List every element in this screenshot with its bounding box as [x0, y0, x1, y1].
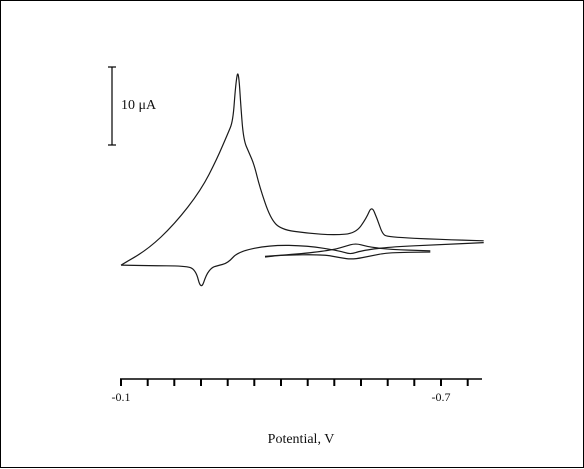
- x-axis-ticks: [120, 379, 469, 386]
- x-tick-label-1: -0.1: [112, 390, 131, 404]
- scale-bar: 10 μA: [108, 66, 157, 146]
- scale-bar-label: 10 μA: [121, 98, 157, 113]
- cv-trace-2: [120, 242, 484, 287]
- x-axis-label: Potential, V: [268, 432, 335, 447]
- x-axis: -0.1 -0.7 Potential, V: [112, 378, 482, 447]
- cv-trace-4: [264, 251, 431, 260]
- cv-trace-1: [120, 73, 484, 266]
- x-tick-label-2: -0.7: [432, 390, 451, 404]
- curves-group: [120, 73, 484, 287]
